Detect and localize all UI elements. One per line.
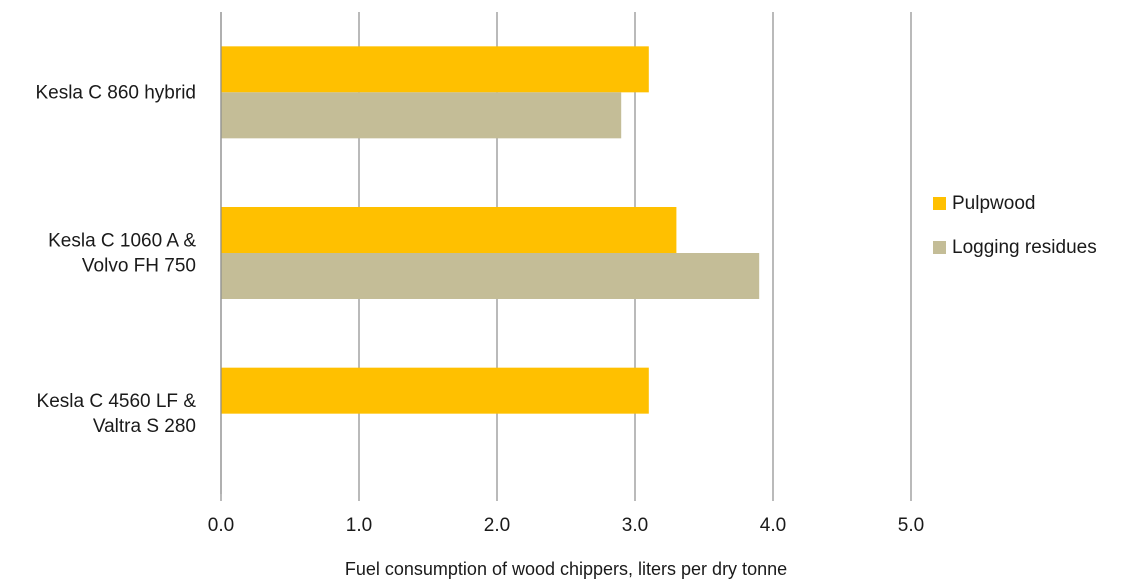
x-tick-label: 0.0 <box>208 515 234 536</box>
bar-pulpwood <box>221 367 649 414</box>
x-tick-label: 1.0 <box>346 515 372 536</box>
legend-swatch <box>933 241 946 254</box>
legend: Pulpwood Logging residues <box>933 193 1097 258</box>
category-label: Kesla C 1060 A & <box>48 231 196 252</box>
bar-logging-residues <box>221 92 622 139</box>
category-label: Valtra S 280 <box>93 416 196 437</box>
legend-swatch <box>933 197 946 210</box>
x-tick-label: 3.0 <box>622 515 648 536</box>
category-label: Volvo FH 750 <box>82 256 196 277</box>
category-label: Kesla C 4560 LF & <box>37 391 197 412</box>
legend-label: Pulpwood <box>952 193 1035 214</box>
bar-pulpwood <box>221 46 649 93</box>
bar-pulpwood <box>221 207 677 253</box>
x-tick-label: 2.0 <box>484 515 510 536</box>
category-label: Kesla C 860 hybrid <box>35 82 196 103</box>
bar-logging-residues <box>221 253 760 299</box>
legend-label: Logging residues <box>952 237 1097 258</box>
value-axis: 0.0 1.0 2.0 3.0 4.0 5.0 <box>208 12 924 536</box>
x-tick-label: 4.0 <box>760 515 786 536</box>
bars <box>221 46 760 414</box>
x-tick-label: 5.0 <box>898 515 924 536</box>
x-axis-title: Fuel consumption of wood chippers, liter… <box>345 559 787 579</box>
category-labels: Kesla C 860 hybrid Kesla C 1060 A & Volvo … <box>35 82 196 437</box>
